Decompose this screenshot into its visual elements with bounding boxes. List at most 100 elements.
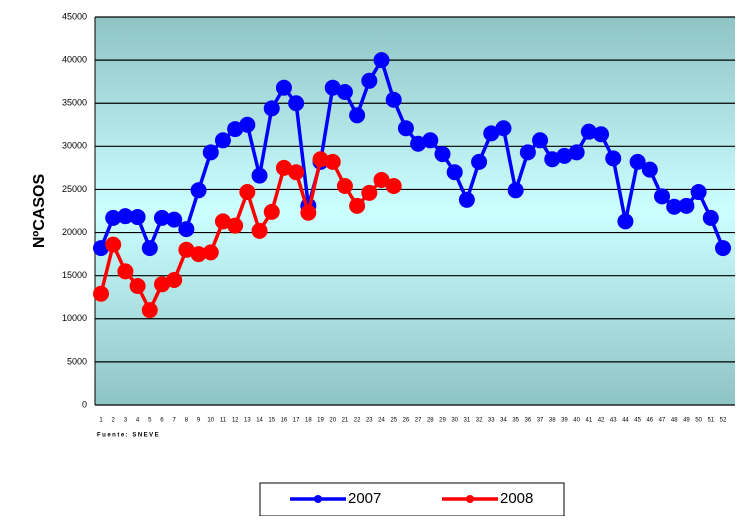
marker [300, 204, 317, 221]
marker [349, 107, 366, 124]
y-tick-label: 5000 [67, 356, 87, 366]
y-tick-label: 35000 [62, 98, 87, 108]
marker [129, 278, 146, 295]
marker [312, 151, 329, 168]
marker [153, 276, 170, 293]
x-tick-label: 31 [464, 418, 471, 424]
marker [373, 52, 390, 69]
marker [568, 144, 585, 161]
y-tick-label: 0 [82, 399, 87, 409]
source: Fuente: SNEVE [97, 433, 160, 439]
marker [227, 121, 244, 138]
marker [275, 79, 292, 96]
x-tick-label: 30 [451, 418, 458, 424]
marker [495, 120, 512, 137]
marker [93, 240, 109, 257]
legend-label: 2007 [348, 490, 381, 507]
x-tick-label: 33 [488, 418, 495, 424]
marker [471, 153, 488, 170]
marker [178, 221, 195, 238]
marker [141, 240, 158, 257]
marker [214, 132, 231, 149]
marker [239, 116, 256, 133]
marker [202, 244, 219, 261]
x-tick-label: 12 [232, 418, 239, 424]
x-tick-label: 44 [622, 418, 629, 424]
marker [361, 72, 378, 89]
series-line [99, 55, 725, 253]
marker [519, 144, 536, 161]
marker [105, 209, 122, 226]
y-tick-label: 45000 [62, 11, 87, 21]
marker [263, 203, 280, 220]
marker [629, 153, 646, 170]
y-tick-label: 15000 [62, 270, 87, 280]
marker [434, 146, 451, 163]
marker [385, 177, 402, 194]
x-tick-label: 43 [610, 418, 617, 424]
marker [507, 182, 524, 199]
x-tick-label: 35 [512, 418, 519, 424]
x-tick-label: 6 [160, 418, 164, 424]
marker [385, 91, 402, 108]
marker [556, 147, 573, 164]
marker [190, 246, 207, 263]
marker [129, 209, 146, 226]
x-tick-label: 13 [244, 418, 251, 424]
marker [251, 222, 268, 239]
x-tick-label: 23 [366, 418, 373, 424]
marker [678, 197, 695, 214]
x-tick-label: 21 [342, 418, 349, 424]
x-tick-label: 40 [573, 418, 580, 424]
marker [702, 209, 719, 226]
x-tick-label: 37 [537, 418, 544, 424]
marker [263, 100, 280, 117]
x-tick-label: 36 [525, 418, 532, 424]
marker [446, 164, 463, 181]
marker [544, 151, 561, 168]
marker [105, 236, 122, 253]
x-tick-label: 15 [268, 418, 275, 424]
marker [666, 198, 683, 215]
marker [410, 135, 427, 152]
x-tick-label: 26 [403, 418, 410, 424]
marker [324, 79, 341, 96]
x-tick-label: 28 [427, 418, 434, 424]
x-tick-label: 46 [646, 418, 653, 424]
marker [641, 161, 658, 178]
marker [361, 184, 378, 201]
x-tick-label: 14 [256, 418, 263, 424]
x-tick-label: 39 [561, 418, 568, 424]
marker [336, 177, 353, 194]
x-tick-label: 48 [671, 418, 678, 424]
y-tick-label: 25000 [62, 184, 87, 194]
marker [580, 123, 597, 140]
x-tick-label: 24 [378, 418, 385, 424]
marker [153, 209, 170, 226]
x-tick-label: 27 [415, 418, 422, 424]
marker [715, 240, 731, 257]
legend-marker [466, 495, 474, 503]
marker [397, 120, 414, 137]
x-tick-label: 42 [598, 418, 605, 424]
x-tick-label: 1 [99, 418, 103, 424]
y-tick-label: 30000 [62, 141, 87, 151]
y-tick-label: 40000 [62, 54, 87, 64]
x-tick-label: 20 [329, 418, 336, 424]
x-tick-label: 25 [390, 418, 397, 424]
x-tick-label: 32 [476, 418, 483, 424]
marker [483, 125, 500, 142]
y-axis-label: NºCASOS [31, 174, 48, 249]
marker [532, 132, 549, 149]
x-tick-label: 52 [720, 418, 727, 424]
marker [593, 126, 610, 143]
x-tick-label: 49 [683, 418, 690, 424]
legend-label: 2008 [500, 490, 533, 507]
marker [617, 213, 634, 230]
marker [690, 184, 707, 201]
marker [336, 84, 353, 101]
marker [214, 213, 231, 230]
x-tick-label: 18 [305, 418, 312, 424]
x-tick-label: 8 [185, 418, 189, 424]
